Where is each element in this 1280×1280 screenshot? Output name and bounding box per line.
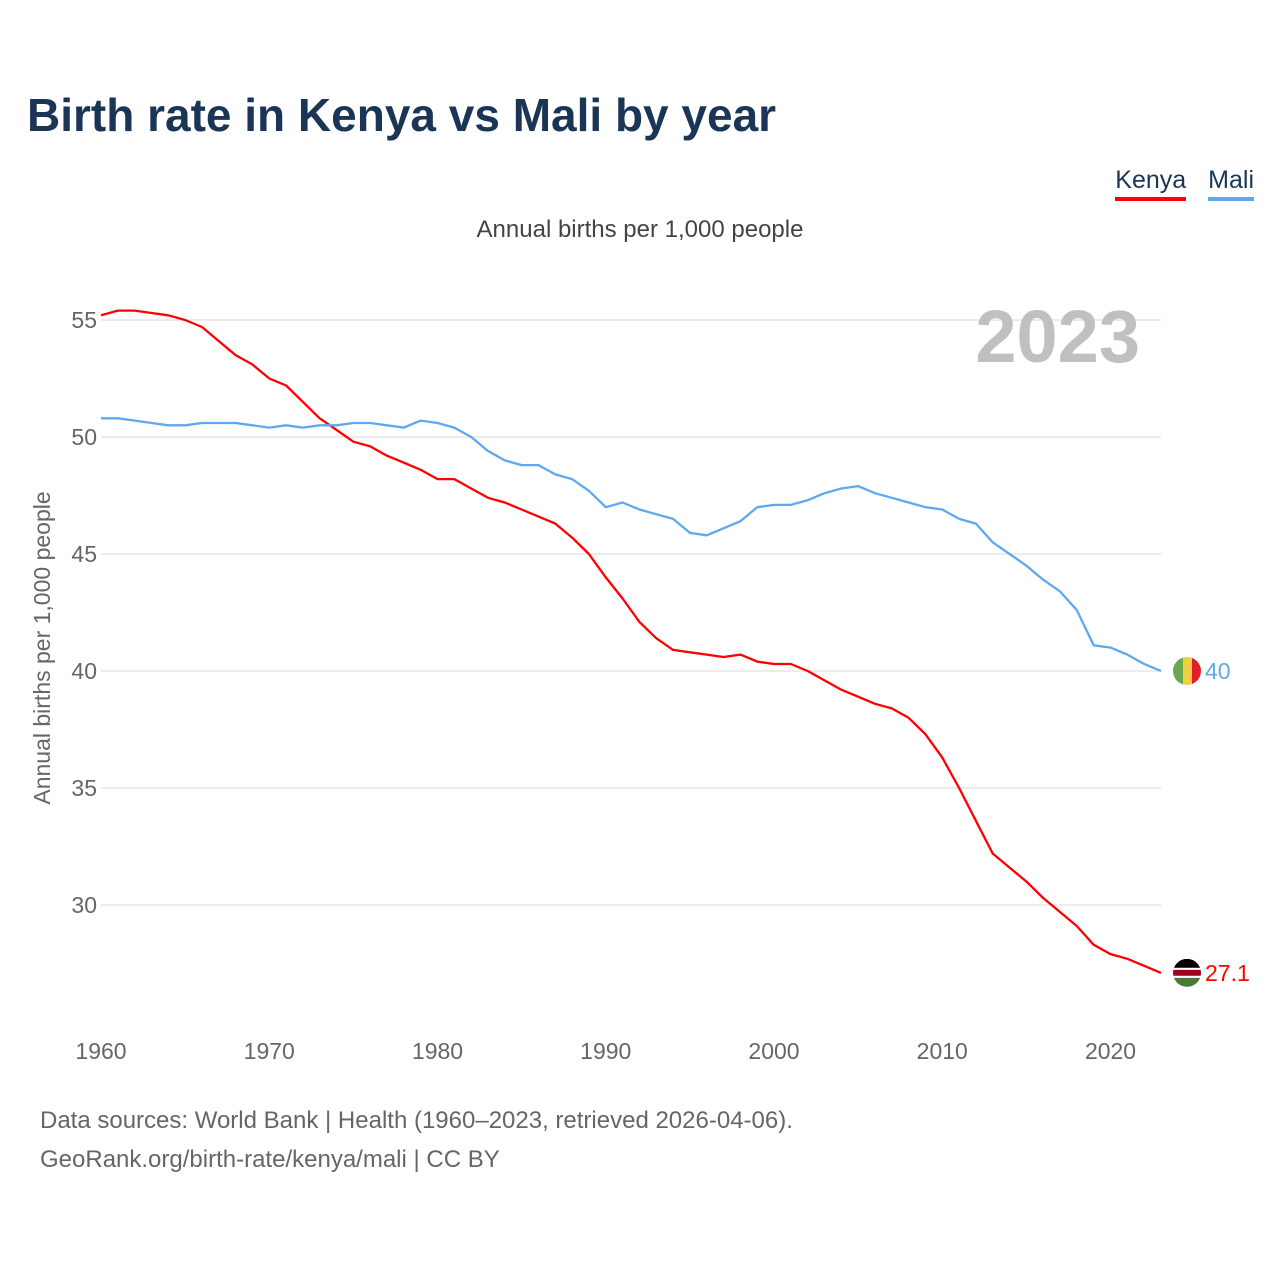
kenya-flag-icon xyxy=(1173,958,1201,987)
x-tick-label: 1960 xyxy=(75,1038,126,1064)
end-value-label-kenya: 27.1 xyxy=(1205,960,1250,986)
legend-item-mali[interactable]: Mali xyxy=(1208,166,1254,201)
chart-subtitle: Annual births per 1,000 people xyxy=(476,216,804,243)
series-line-kenya xyxy=(100,309,1162,974)
footer-sources: Data sources: World Bank | Health (1960–… xyxy=(40,1107,793,1134)
series-line-mali xyxy=(101,417,1162,673)
y-tick-label: 50 xyxy=(71,424,97,450)
y-tick-label: 35 xyxy=(71,775,97,801)
x-tick-label: 2000 xyxy=(748,1038,799,1064)
year-label: 2023 xyxy=(975,295,1140,378)
y-axis-label: Annual births per 1,000 people xyxy=(29,491,55,804)
x-tick-label: 1980 xyxy=(412,1038,463,1064)
x-tick-label: 1970 xyxy=(244,1038,295,1064)
y-tick-label: 55 xyxy=(71,307,97,333)
y-tick-label: 40 xyxy=(71,658,97,684)
chart-title: Birth rate in Kenya vs Mali by year xyxy=(27,89,777,141)
legend: Kenya Mali xyxy=(1115,166,1254,201)
x-tick-label: 1990 xyxy=(580,1038,631,1064)
y-tick-label: 30 xyxy=(71,892,97,918)
legend-item-kenya[interactable]: Kenya xyxy=(1115,166,1187,201)
mali-flag-icon xyxy=(1173,657,1201,685)
x-tick-label: 2020 xyxy=(1085,1038,1136,1064)
x-tick-label: 2010 xyxy=(917,1038,968,1064)
end-value-label-mali: 40 xyxy=(1205,658,1231,684)
footer-link[interactable]: GeoRank.org/birth-rate/kenya/mali | CC B… xyxy=(40,1146,500,1173)
y-tick-label: 45 xyxy=(71,541,97,567)
